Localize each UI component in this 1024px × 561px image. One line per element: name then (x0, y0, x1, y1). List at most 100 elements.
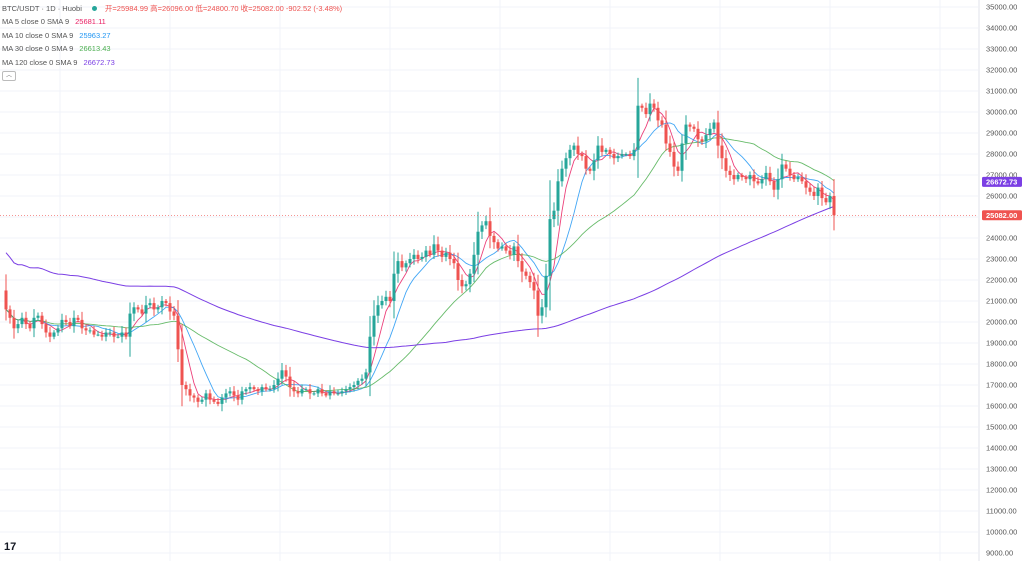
candle-down (196, 397, 200, 402)
candle-down (192, 395, 196, 398)
candle-up (592, 160, 596, 171)
ma120-label: MA 120 close 0 SMA 9 (2, 57, 78, 67)
candle-down (800, 177, 804, 182)
candle-down (400, 261, 404, 268)
candle-up (20, 317, 24, 325)
ma5-line (5, 107, 835, 401)
candle-down (452, 259, 456, 264)
candle-up (240, 391, 244, 400)
ma30-value: 26613.43 (79, 44, 111, 54)
candle-up (276, 378, 280, 385)
ma10-label: MA 10 close 0 SMA 9 (2, 30, 74, 40)
y-tick-label: 15000.00 (986, 423, 1017, 432)
y-tick-label: 28000.00 (986, 150, 1017, 159)
candle-down (180, 349, 184, 385)
candle-down (172, 311, 176, 316)
candle-up (552, 210, 556, 220)
candle-down (324, 393, 328, 396)
ma120-legend[interactable]: MA 120 close 0 SMA 9 26672.73 (2, 56, 342, 69)
tradingview-logo[interactable]: 17 (4, 541, 17, 553)
candle-down (532, 282, 536, 291)
candle-down (740, 175, 744, 178)
candle-up (760, 179, 764, 184)
candle-up (704, 135, 708, 142)
candle-up (280, 370, 284, 379)
candle-down (188, 389, 192, 396)
candle-up (780, 164, 784, 180)
symbol-row: BTC/USDT · 1D · Huobi 开=25984.99 高=26096… (2, 2, 342, 15)
candle-up (632, 149, 636, 157)
candle-up (816, 187, 820, 196)
candle-down (784, 164, 788, 169)
candle-down (724, 158, 728, 171)
ma30-label: MA 30 close 0 SMA 9 (2, 44, 74, 54)
candle-down (40, 315, 44, 325)
symbol-title[interactable]: BTC/USDT · 1D · Huobi (2, 4, 82, 13)
candle-down (652, 103, 656, 108)
chevron-up-icon[interactable]: ︿ (2, 71, 16, 82)
candle-down (504, 246, 508, 251)
candle-down (24, 317, 28, 325)
y-tick-label: 23000.00 (986, 255, 1017, 264)
candle-down (4, 290, 8, 310)
y-tick-label: 12000.00 (986, 486, 1017, 495)
candle-up (316, 389, 320, 394)
candle-up (396, 261, 400, 274)
ma10-legend[interactable]: MA 10 close 0 SMA 9 25963.27 (2, 29, 342, 42)
candle-down (176, 315, 180, 350)
candle-up (684, 124, 688, 144)
y-tick-label: 17000.00 (986, 381, 1017, 390)
y-tick-label: 29000.00 (986, 129, 1017, 138)
candle-down (388, 296, 392, 301)
candle-down (768, 172, 772, 182)
candle-up (344, 389, 348, 392)
candle-up (736, 175, 740, 180)
y-tick-label: 26000.00 (986, 192, 1017, 201)
candle-up (304, 389, 308, 391)
candle-down (152, 303, 156, 310)
candle-up (132, 307, 136, 314)
y-tick-label: 32000.00 (986, 66, 1017, 75)
candle-up (624, 154, 628, 155)
candle-up (748, 175, 752, 180)
candle-down (264, 387, 268, 390)
candle-up (60, 319, 64, 329)
candle-down (100, 334, 104, 337)
candle-up (260, 387, 264, 392)
ma10-value: 25963.27 (79, 30, 111, 40)
y-tick-label: 31000.00 (986, 87, 1017, 96)
candle-down (820, 187, 824, 199)
moving-averages (5, 107, 835, 401)
ma5-legend[interactable]: MA 5 close 0 SMA 9 25681.11 (2, 15, 342, 28)
candle-down (656, 107, 660, 121)
candle-up (56, 328, 60, 333)
candle-down (812, 191, 816, 196)
y-tick-label: 10000.00 (986, 528, 1017, 537)
candle-up (620, 154, 624, 157)
candle-down (236, 395, 240, 400)
y-tick-label: 16000.00 (986, 402, 1017, 411)
price-axis[interactable]: 35000.00 34000.00 33000.00 32000.00 31000.00… (978, 0, 1022, 561)
candle-up (148, 303, 152, 306)
candle-up (144, 305, 148, 314)
candle-up (484, 221, 488, 226)
candle-up (340, 391, 344, 394)
candle-down (696, 128, 700, 140)
candle-down (232, 391, 236, 396)
candle-up (432, 244, 436, 255)
candle-down (808, 187, 812, 192)
candle-up (828, 196, 832, 203)
ma30-legend[interactable]: MA 30 close 0 SMA 9 26613.43 (2, 42, 342, 55)
candle-up (616, 156, 620, 159)
candle-down (692, 126, 696, 129)
candle-up (468, 273, 472, 285)
candle-down (644, 107, 648, 115)
candle-up (604, 149, 608, 152)
candle-down (184, 385, 188, 390)
candle-up (52, 332, 56, 337)
candle-up (404, 263, 408, 268)
candle-down (256, 389, 260, 392)
candle-down (44, 324, 48, 333)
